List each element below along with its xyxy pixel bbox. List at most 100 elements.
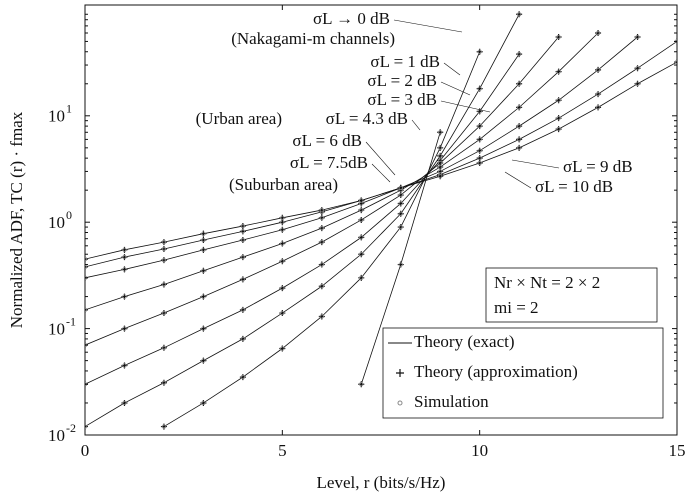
annotation: Nr × Nt = 2 × 2 <box>494 273 600 292</box>
simulation-marker <box>477 86 482 91</box>
simulation-marker <box>398 211 403 216</box>
simulation-marker <box>85 424 88 429</box>
simulation-marker <box>319 314 324 319</box>
theory-line <box>85 32 599 311</box>
y-tick-label: 10 <box>48 107 65 126</box>
simulation-marker <box>280 310 285 316</box>
simulation-marker <box>516 123 522 129</box>
legend-plus <box>396 369 404 377</box>
leader-line <box>440 81 471 96</box>
simulation-marker <box>516 137 522 142</box>
simulation-marker <box>438 174 443 179</box>
y-tick-label: 10 <box>48 213 65 232</box>
series-label: σL = 3 dB <box>367 90 437 109</box>
simulation-marker <box>161 282 167 287</box>
simulation-marker <box>595 30 601 36</box>
y-tick-exponent: 0 <box>66 208 72 222</box>
simulation-marker <box>201 326 206 331</box>
simulation-marker <box>359 252 364 257</box>
simulation-marker <box>161 380 167 385</box>
series-label: σL = 7.5dB <box>290 153 368 172</box>
annotation: (Urban area) <box>196 109 282 128</box>
plot-area <box>85 11 677 430</box>
simulation-marker <box>280 215 285 220</box>
simulation-marker <box>398 185 403 191</box>
simulation-marker <box>556 115 561 121</box>
simulation-marker <box>201 358 206 363</box>
simulation-marker <box>240 307 246 313</box>
simulation-marker <box>674 59 677 65</box>
y-tick-exponent: -2 <box>66 421 76 435</box>
leader-line <box>511 159 560 169</box>
leader-line <box>371 163 391 183</box>
simulation-marker <box>359 382 364 387</box>
simulation-marker <box>398 262 403 267</box>
simulation-marker <box>280 259 285 264</box>
simulation-marker <box>161 310 167 316</box>
simulation-marker <box>161 345 167 351</box>
simulation-marker <box>240 336 246 342</box>
theory-line <box>85 61 677 260</box>
simulation-marker <box>122 363 127 368</box>
simulation-marker <box>280 285 285 291</box>
x-tick-label: 10 <box>471 441 488 460</box>
simulation-marker <box>516 145 522 151</box>
y-tick-exponent: 1 <box>66 102 72 116</box>
leader-line <box>365 141 396 176</box>
simulation-marker <box>122 294 127 299</box>
annotation: (Suburban area) <box>229 175 338 194</box>
simulation-marker <box>319 215 324 220</box>
theory-line <box>85 53 520 385</box>
legend-circle <box>397 400 403 406</box>
annotation: mi = 2 <box>494 298 539 317</box>
simulation-marker <box>359 235 364 240</box>
simulation-marker <box>635 34 640 40</box>
simulation-marker <box>477 137 482 142</box>
simulation-marker <box>161 424 167 429</box>
simulation-marker <box>201 294 206 299</box>
simulation-marker <box>359 207 364 213</box>
series-label: σL = 4.3 dB <box>326 109 408 128</box>
legend-box <box>382 327 664 419</box>
series-label: σL = 9 dB <box>563 157 633 176</box>
simulation-marker <box>398 192 403 198</box>
simulation-marker <box>240 277 246 282</box>
simulation-marker <box>122 254 127 260</box>
simulation-marker <box>477 160 482 166</box>
simulation-marker <box>398 201 403 206</box>
simulation-marker <box>201 247 206 253</box>
simulation-marker <box>280 241 285 246</box>
simulation-marker <box>398 224 403 230</box>
simulation-marker <box>477 148 482 153</box>
simulation-marker <box>477 49 482 54</box>
simulation-marker <box>516 105 522 110</box>
x-axis-label: Level, r (bits/s/Hz) <box>317 473 446 492</box>
simulation-marker <box>477 123 482 129</box>
x-tick-label: 5 <box>278 441 287 460</box>
simulation-marker <box>319 225 324 231</box>
simulation-marker <box>319 207 324 213</box>
simulation-marker <box>240 229 246 234</box>
simulation-marker <box>556 34 561 40</box>
simulation-marker <box>359 275 364 281</box>
simulation-marker <box>201 400 206 406</box>
simulation-marker <box>201 237 206 243</box>
y-tick-label: 10 <box>48 426 65 445</box>
simulation-marker <box>556 98 561 103</box>
simulation-marker <box>240 223 246 229</box>
simulation-marker <box>161 246 167 252</box>
simulation-marker <box>85 307 88 313</box>
simulation-marker <box>359 198 364 203</box>
legend-label: Theory (approximation) <box>414 362 578 381</box>
info-box <box>485 267 658 323</box>
x-tick-label: 15 <box>669 441 685 460</box>
leader-line <box>504 171 532 189</box>
simulation-marker <box>438 145 443 151</box>
plot-frame <box>84 4 678 436</box>
simulation-marker <box>85 264 88 270</box>
theory-line <box>85 14 520 427</box>
simulation-marker <box>319 262 324 267</box>
simulation-marker <box>516 12 522 17</box>
simulation-marker <box>595 105 601 110</box>
simulation-marker <box>319 239 324 245</box>
